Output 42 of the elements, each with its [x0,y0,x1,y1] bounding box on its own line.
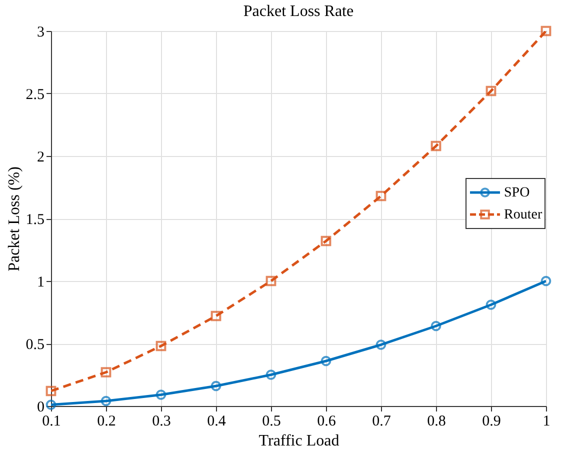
point [376,340,386,350]
point [540,26,552,36]
legend-label: Router [504,208,542,222]
point [100,396,112,406]
point [540,276,552,286]
y-tick-label: 0.5 [26,337,44,353]
point [320,356,332,366]
point [486,300,496,310]
point [320,236,332,246]
point [210,310,222,322]
y-tick-label: 2 [37,150,44,166]
y-tick-label: 2.5 [26,87,44,103]
y-tick-label: 1.5 [26,212,44,228]
x-tick-label: 0.4 [207,414,226,430]
point [430,140,442,152]
x-tick-label: 0.2 [97,414,116,430]
x-tick-label: 1 [542,414,550,430]
x-tick-label: 0.5 [262,414,281,430]
y-tick-label: 3 [37,24,44,40]
point [486,86,496,96]
chart-title: Packet Loss Rate [243,2,354,20]
x-tick-label: 0.1 [42,414,61,430]
y-tick-label: 0 [37,400,44,416]
legend-label: SPO [504,186,530,200]
point [156,340,166,352]
y-tick-label: 1 [37,274,44,290]
point [100,367,112,378]
x-tick-label: 0.6 [317,414,336,430]
point [430,320,442,332]
x-tick-label: 0.9 [482,414,501,430]
point [210,380,222,392]
y-axis-title: Packet Loss (%) [6,166,23,272]
x-tick-label: 0.7 [372,414,392,430]
point [156,390,166,400]
point [376,190,386,202]
x-axis-title: Traffic Load [258,432,340,450]
point [266,370,276,380]
point [46,386,56,396]
x-tick-label: 0.8 [427,414,446,430]
x-tick-label: 0.3 [152,414,171,430]
point [266,276,276,286]
point [46,400,56,410]
